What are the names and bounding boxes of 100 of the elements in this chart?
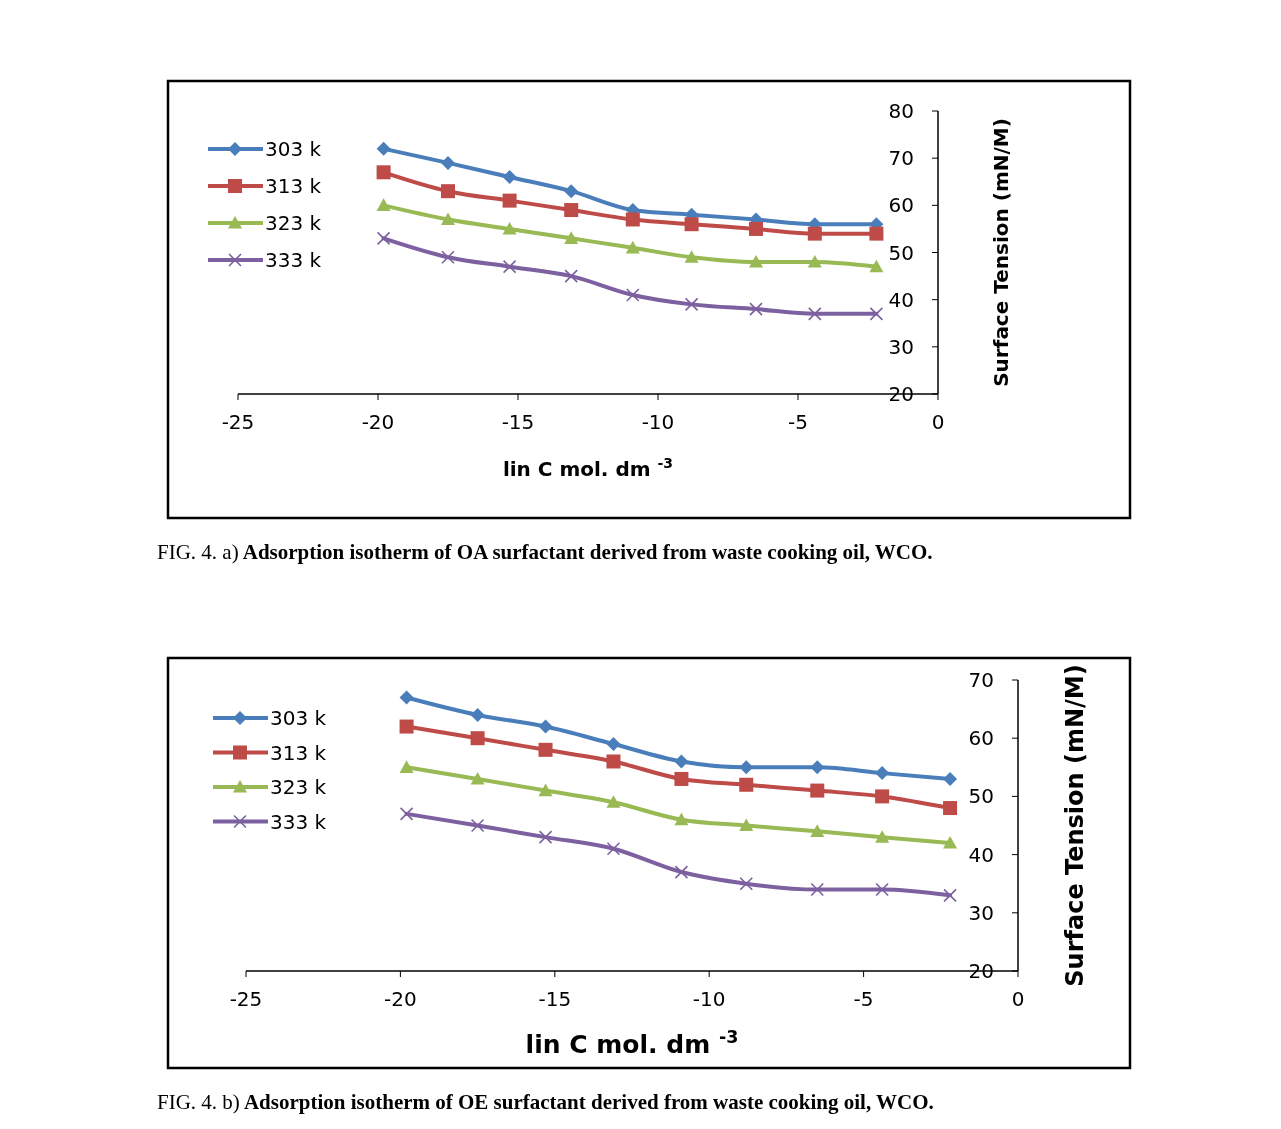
y-axis-title: Surface Tension (mN/M) bbox=[989, 118, 1013, 387]
x-tick-label: -5 bbox=[788, 410, 808, 434]
point bbox=[684, 217, 699, 232]
point bbox=[810, 824, 825, 837]
x-tick-label: -20 bbox=[361, 410, 395, 434]
y-tick-label: 60 bbox=[968, 726, 994, 751]
point bbox=[739, 777, 754, 792]
point bbox=[684, 297, 699, 312]
legend-label: 303 k bbox=[265, 137, 322, 161]
point bbox=[606, 754, 621, 769]
point bbox=[810, 882, 825, 897]
legend-label: 333 k bbox=[265, 248, 322, 272]
point bbox=[674, 812, 689, 826]
y-tick-label: 50 bbox=[968, 784, 994, 809]
point bbox=[399, 719, 414, 734]
point bbox=[376, 198, 391, 211]
legend-label: 313 k bbox=[265, 174, 322, 198]
point bbox=[869, 226, 884, 241]
point bbox=[875, 830, 890, 843]
y-tick-label: 80 bbox=[888, 99, 914, 123]
point bbox=[674, 754, 689, 769]
point bbox=[502, 193, 517, 208]
x-tick-label: -5 bbox=[853, 987, 874, 1011]
legend-label: 323 k bbox=[265, 211, 322, 235]
point bbox=[441, 250, 455, 265]
point bbox=[538, 742, 553, 757]
point bbox=[470, 707, 485, 722]
text: Adsorption isotherm of OE surfactant derived from waste cooking oil, WCO. bbox=[239, 1090, 934, 1114]
x-tick-label: -10 bbox=[692, 987, 726, 1011]
point bbox=[376, 165, 391, 180]
point bbox=[943, 771, 958, 786]
point bbox=[502, 259, 517, 274]
x-tick-label: -15 bbox=[501, 410, 535, 434]
point bbox=[739, 760, 754, 775]
y-tick-label: 40 bbox=[968, 842, 994, 867]
text: Adsorption isotherm of OA surfactant derived from waste cooking oil, WCO. bbox=[238, 540, 933, 564]
caption: FIG. 4. b) bbox=[157, 1090, 240, 1114]
legend-label: 323 k bbox=[270, 775, 327, 799]
x-axis-title: lin C mol. dm $^{-3}$ bbox=[525, 1027, 739, 1059]
point bbox=[376, 231, 391, 246]
x-tick-label: -25 bbox=[229, 987, 263, 1011]
y-tick-label: 30 bbox=[968, 900, 994, 925]
point bbox=[502, 170, 517, 185]
point bbox=[399, 807, 414, 821]
x-tick-label: -20 bbox=[384, 987, 417, 1011]
point bbox=[943, 801, 958, 816]
point bbox=[470, 731, 485, 746]
x-tick-label: -25 bbox=[221, 410, 255, 434]
y-axis-title: Surface Tension (mN/M) bbox=[1061, 664, 1089, 987]
point bbox=[441, 155, 455, 170]
point bbox=[470, 818, 485, 833]
point bbox=[625, 240, 640, 254]
point bbox=[749, 221, 763, 236]
point bbox=[564, 269, 578, 283]
point bbox=[564, 184, 579, 199]
point bbox=[625, 212, 640, 227]
point bbox=[869, 307, 884, 321]
point bbox=[739, 818, 754, 832]
legend-label: 333 k bbox=[270, 809, 327, 834]
x-axis-title: lin C mol. dm $^{-3}$ bbox=[502, 455, 674, 481]
point bbox=[674, 865, 689, 879]
point bbox=[564, 231, 579, 244]
legend-label: 313 k bbox=[270, 740, 327, 765]
legend-label: 303 k bbox=[270, 706, 327, 730]
point bbox=[684, 250, 699, 263]
point bbox=[869, 259, 884, 273]
y-tick-label: 50 bbox=[888, 240, 914, 265]
x-tick-label: 0 bbox=[931, 410, 945, 434]
y-tick-label: 70 bbox=[968, 668, 994, 692]
point bbox=[808, 307, 822, 321]
x-tick-label: -10 bbox=[641, 410, 675, 434]
point bbox=[943, 835, 958, 849]
point bbox=[807, 254, 822, 268]
point bbox=[875, 789, 890, 804]
point bbox=[626, 288, 640, 302]
point bbox=[538, 783, 553, 797]
y-tick-label: 60 bbox=[888, 193, 914, 218]
point bbox=[399, 690, 414, 705]
x-tick-label: -15 bbox=[538, 987, 572, 1011]
point bbox=[807, 226, 822, 241]
point bbox=[441, 184, 455, 199]
point bbox=[606, 737, 621, 752]
point bbox=[564, 203, 579, 218]
point bbox=[502, 221, 517, 235]
y-tick-label: 40 bbox=[888, 287, 914, 312]
point bbox=[739, 876, 754, 891]
point bbox=[810, 783, 825, 798]
point bbox=[606, 841, 621, 856]
y-tick-label: 30 bbox=[888, 334, 914, 359]
point bbox=[749, 302, 763, 316]
point bbox=[875, 882, 889, 897]
point bbox=[674, 771, 689, 786]
point bbox=[441, 212, 455, 226]
point bbox=[943, 888, 957, 903]
y-tick-label: 70 bbox=[888, 146, 914, 171]
point bbox=[606, 795, 621, 808]
caption: FIG. 4. a) bbox=[157, 540, 239, 564]
point bbox=[538, 719, 553, 734]
point bbox=[749, 254, 763, 268]
x-tick-label: 0 bbox=[1011, 987, 1025, 1011]
